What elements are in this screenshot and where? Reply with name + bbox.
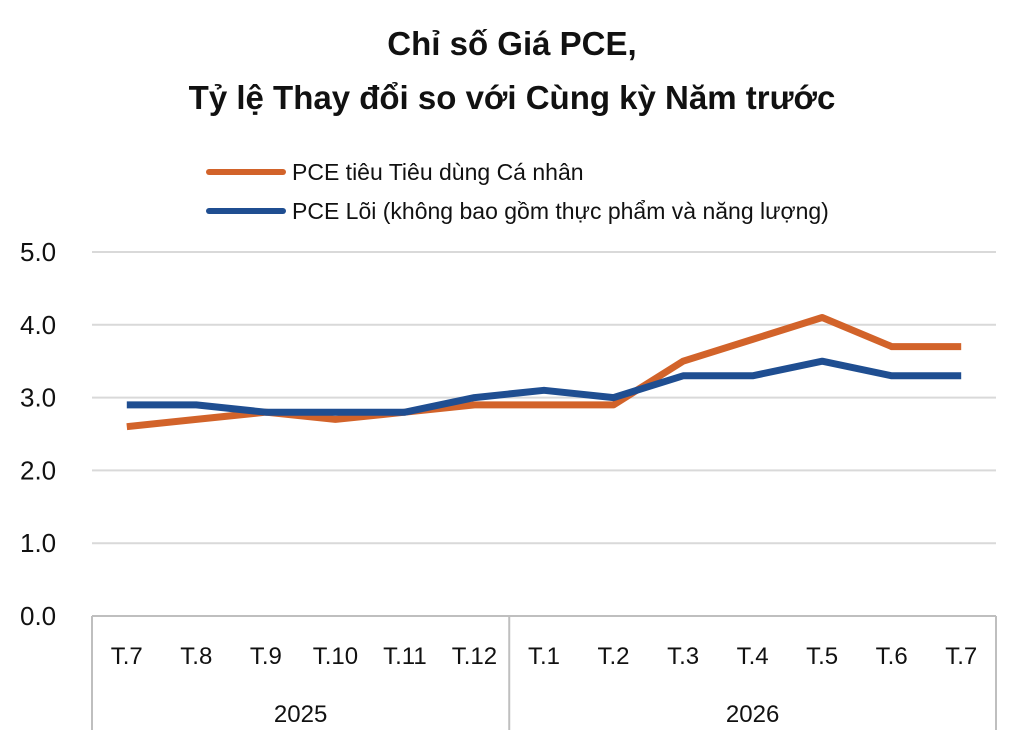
x-tick-label: T.2 [598,643,630,670]
legend-swatch-core-pce [206,208,286,214]
x-tick-label: T.6 [876,643,908,670]
y-tick-label: 3.0 [20,383,56,413]
x-tick-label: T.1 [528,643,560,670]
x-tick-label: T.8 [180,643,212,670]
x-tick-label: T.9 [250,643,282,670]
chart-title: Chỉ số Giá PCE, [387,25,637,62]
x-tick-label: T.7 [111,643,143,670]
x-tick-label: T.7 [945,643,977,670]
x-tick-label: T.11 [383,643,427,670]
legend-item-pce: PCE tiêu Tiêu dùng Cá nhân [206,157,584,187]
year-label: 2026 [726,701,779,728]
y-tick-label: 4.0 [20,310,56,340]
x-tick-label: T.3 [667,643,699,670]
y-tick-label: 2.0 [20,455,56,485]
y-tick-label: 1.0 [20,528,56,558]
y-tick-label: 5.0 [20,237,56,267]
x-tick-label: T.4 [737,643,769,670]
legend-label-pce: PCE tiêu Tiêu dùng Cá nhân [292,158,584,185]
x-tick-label: T.10 [313,643,358,670]
legend-label-core-pce: PCE Lõi (không bao gồm thực phẩm và năng… [292,197,829,224]
chart-subtitle: Tỷ lệ Thay đổi so với Cùng kỳ Năm trước [188,79,836,116]
x-tick-label: T.5 [806,643,838,670]
x-tick-label: T.12 [452,643,497,670]
year-label: 2025 [274,701,327,728]
y-tick-label: 0.0 [20,601,56,631]
series-line-core-pce [126,357,962,416]
legend-item-core-pce: PCE Lõi (không bao gồm thực phẩm và năng… [206,196,829,226]
legend-swatch-pce [206,169,286,175]
